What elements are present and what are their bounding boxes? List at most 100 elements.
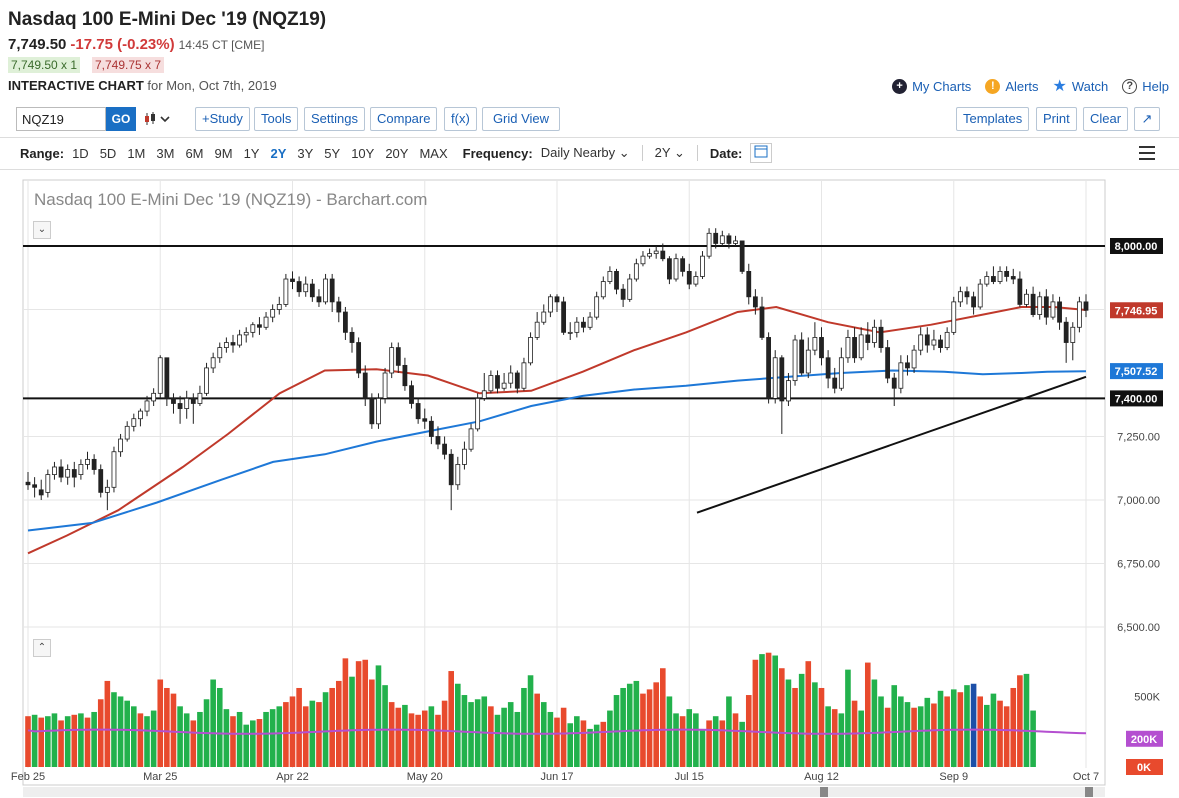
- volume-bar: [177, 706, 183, 767]
- x-tick-label: Aug 12: [804, 771, 839, 783]
- candle-body: [640, 255, 646, 265]
- range-option-10y[interactable]: 10Y: [351, 145, 375, 161]
- range-option-5y[interactable]: 5Y: [324, 145, 341, 161]
- candle-body: [435, 436, 441, 445]
- volume-bar: [236, 711, 243, 767]
- volume-bar: [289, 696, 296, 767]
- tools-button[interactable]: Tools: [254, 107, 299, 131]
- volume-bar: [931, 703, 937, 767]
- volume-bar: [183, 713, 190, 767]
- y-tick-label: 6,500.00: [1117, 622, 1160, 634]
- range-option-2y[interactable]: 2Y: [270, 145, 287, 161]
- range-option-3y[interactable]: 3Y: [297, 145, 314, 161]
- range-option-9m[interactable]: 9M: [214, 145, 233, 161]
- collapse-price-button[interactable]: ⌄: [33, 221, 51, 239]
- volume-bar: [1030, 710, 1036, 767]
- candle-body: [389, 347, 395, 374]
- expand-button[interactable]: ↗: [1134, 107, 1160, 131]
- symbol-input[interactable]: [16, 107, 106, 131]
- go-button[interactable]: GO: [106, 107, 136, 131]
- period-dropdown[interactable]: 2Y ⌄: [655, 145, 685, 161]
- candle-body: [428, 420, 434, 437]
- volume-bar: [1010, 687, 1017, 767]
- date-picker-button[interactable]: [750, 143, 773, 163]
- fx-button[interactable]: f(x): [444, 107, 477, 131]
- volume-bar: [984, 704, 990, 767]
- range-option-1m[interactable]: 1M: [127, 145, 146, 161]
- scroll-handle-left: [820, 787, 828, 797]
- candle-body: [627, 278, 633, 300]
- scroll-track: [23, 787, 1105, 797]
- compare-button[interactable]: Compare: [370, 107, 438, 131]
- clear-button[interactable]: Clear: [1083, 107, 1129, 131]
- volume-bar: [673, 713, 679, 767]
- volume-bar: [785, 679, 792, 767]
- chart-area[interactable]: Feb 25 Mar 25 Apr 22 May 20 Jun 17 Jul 15 Aug …: [11, 179, 1163, 797]
- candle-body: [647, 253, 652, 257]
- volume-bar: [97, 699, 104, 767]
- candle-body: [581, 321, 586, 328]
- range-option-20y[interactable]: 20Y: [385, 145, 409, 161]
- candle-body: [633, 263, 639, 280]
- volume-bar: [580, 720, 587, 767]
- range-option-1y[interactable]: 1Y: [243, 145, 260, 161]
- x-tick-label: Jun 17: [540, 771, 573, 783]
- candle-body: [1017, 278, 1023, 305]
- candle-body: [131, 418, 137, 427]
- candle-body: [713, 232, 719, 244]
- volume-bar: [349, 676, 355, 767]
- candle-body: [38, 489, 44, 496]
- candle-body: [891, 377, 897, 389]
- volume-bar: [547, 711, 554, 767]
- volume-bar: [554, 717, 560, 767]
- candle-body: [779, 357, 785, 402]
- candle-body: [290, 278, 295, 282]
- range-option-1d[interactable]: 1D: [72, 145, 89, 161]
- moving-average-line: [27, 369, 1087, 532]
- candle-body: [1050, 301, 1056, 318]
- candle-body: [574, 321, 580, 333]
- volume-bar: [190, 720, 197, 767]
- candle-body: [845, 337, 851, 359]
- volume-bar: [296, 687, 302, 767]
- help-link[interactable]: ? Help: [1122, 78, 1169, 94]
- frequency-dropdown[interactable]: Daily Nearby ⌄: [541, 145, 630, 161]
- candle-body: [369, 397, 375, 425]
- volume-bar: [488, 706, 494, 767]
- volume-moving-average: [27, 728, 1087, 735]
- menu-icon[interactable]: [1139, 146, 1155, 164]
- range-option-3m[interactable]: 3M: [156, 145, 175, 161]
- candle-body: [653, 250, 659, 255]
- chart-type-selector[interactable]: [144, 111, 170, 130]
- my-charts-link[interactable]: + My Charts: [892, 78, 971, 94]
- range-option-6m[interactable]: 6M: [185, 145, 204, 161]
- grid-view-button[interactable]: Grid View: [482, 107, 560, 131]
- candle-body: [462, 448, 467, 465]
- volume-bar: [441, 700, 448, 767]
- volume-bar: [779, 668, 785, 767]
- settings-button[interactable]: Settings: [304, 107, 365, 131]
- templates-button[interactable]: Templates: [956, 107, 1030, 131]
- watch-link[interactable]: ★ Watch: [1053, 76, 1109, 96]
- candle-body: [938, 339, 943, 349]
- print-button[interactable]: Print: [1036, 107, 1077, 131]
- candle-body: [104, 486, 110, 493]
- candle-body: [71, 469, 77, 478]
- volume-bar: [739, 721, 745, 767]
- alerts-link[interactable]: ! Alerts: [985, 78, 1039, 94]
- range-divider: [696, 145, 698, 161]
- candle-body: [204, 367, 209, 394]
- candle-body: [91, 458, 97, 470]
- alert-icon: !: [985, 78, 1001, 94]
- volume-bar: [250, 720, 256, 767]
- range-option-max[interactable]: MAX: [419, 145, 448, 161]
- collapse-volume-button[interactable]: ⌃: [33, 639, 51, 657]
- candle-body: [964, 291, 970, 298]
- volume-bar: [38, 717, 45, 767]
- range-option-5d[interactable]: 5D: [99, 145, 117, 161]
- volume-bar: [25, 716, 31, 767]
- candle-body: [739, 240, 745, 272]
- volume-bar: [415, 714, 421, 767]
- candle-body: [237, 334, 243, 346]
- study-button[interactable]: +Study: [195, 107, 250, 131]
